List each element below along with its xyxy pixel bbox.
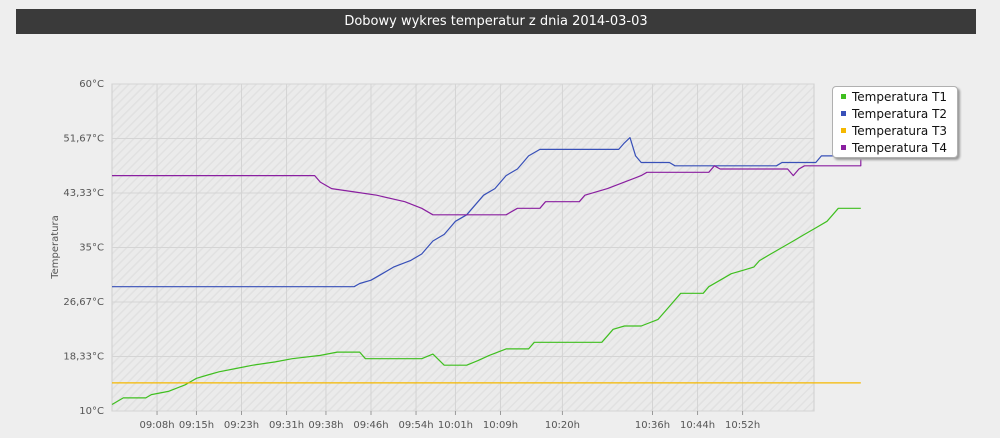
x-tick-label: 10:36h [635,420,670,431]
legend-item-t3[interactable]: Temperatura T3 [833,123,957,140]
x-tick-label: 09:38h [308,420,343,431]
x-tick-label: 09:46h [353,420,388,431]
x-tick-label: 10:09h [483,420,518,431]
x-tick-label: 10:01h [438,420,473,431]
legend-label: Temperatura T2 [852,107,948,121]
series-line-t2[interactable] [112,137,862,288]
y-tick-label: 10°C [79,406,104,417]
series-layer [111,137,862,406]
y-tick-label: 18,33°C [63,352,104,363]
y-tick-label: 43,33°C [63,188,104,199]
legend-item-t2[interactable]: Temperatura T2 [833,106,957,123]
grid [112,83,814,412]
y-tick-label: 35°C [79,243,104,254]
x-tick-label: 10:44h [680,420,715,431]
legend-swatch [841,128,846,133]
legend: Temperatura T1 Temperatura T2 Temperatura … [832,86,958,158]
x-tick-label: 09:23h [224,420,259,431]
x-tick-label: 09:08h [139,420,174,431]
x-tick-label: 10:20h [545,420,580,431]
legend-swatch [841,111,846,116]
y-axis: 10°C 18,33°C 26,67°C 35°C 43,33°C 51,67°C 60°C [63,79,104,417]
series-line-t4[interactable] [112,159,862,216]
legend-item-t4[interactable]: Temperatura T4 [833,140,957,157]
y-tick-label: 60°C [79,79,104,90]
chart-title: Dobowy wykres temperatur z dnia 2014-03-… [16,9,976,34]
legend-swatch [841,145,846,150]
legend-item-t1[interactable]: Temperatura T1 [833,89,957,106]
y-axis-title: Temperatura [50,215,61,280]
x-axis: 09:08h 09:15h 09:23h 09:31h 09:38h 09:46h 09:5… [139,411,760,431]
y-tick-label: 51,67°C [63,134,104,145]
x-tick-label: 09:54h [398,420,433,431]
legend-label: Temperatura T3 [852,124,948,138]
x-tick-label: 09:31h [269,420,304,431]
y-tick-label: 26,67°C [63,297,104,308]
x-tick-label: 09:15h [179,420,214,431]
legend-label: Temperatura T1 [852,90,948,104]
legend-label: Temperatura T4 [852,141,948,155]
series-line-t1[interactable] [111,207,861,406]
legend-swatch [841,94,846,99]
x-tick-label: 10:52h [725,420,760,431]
